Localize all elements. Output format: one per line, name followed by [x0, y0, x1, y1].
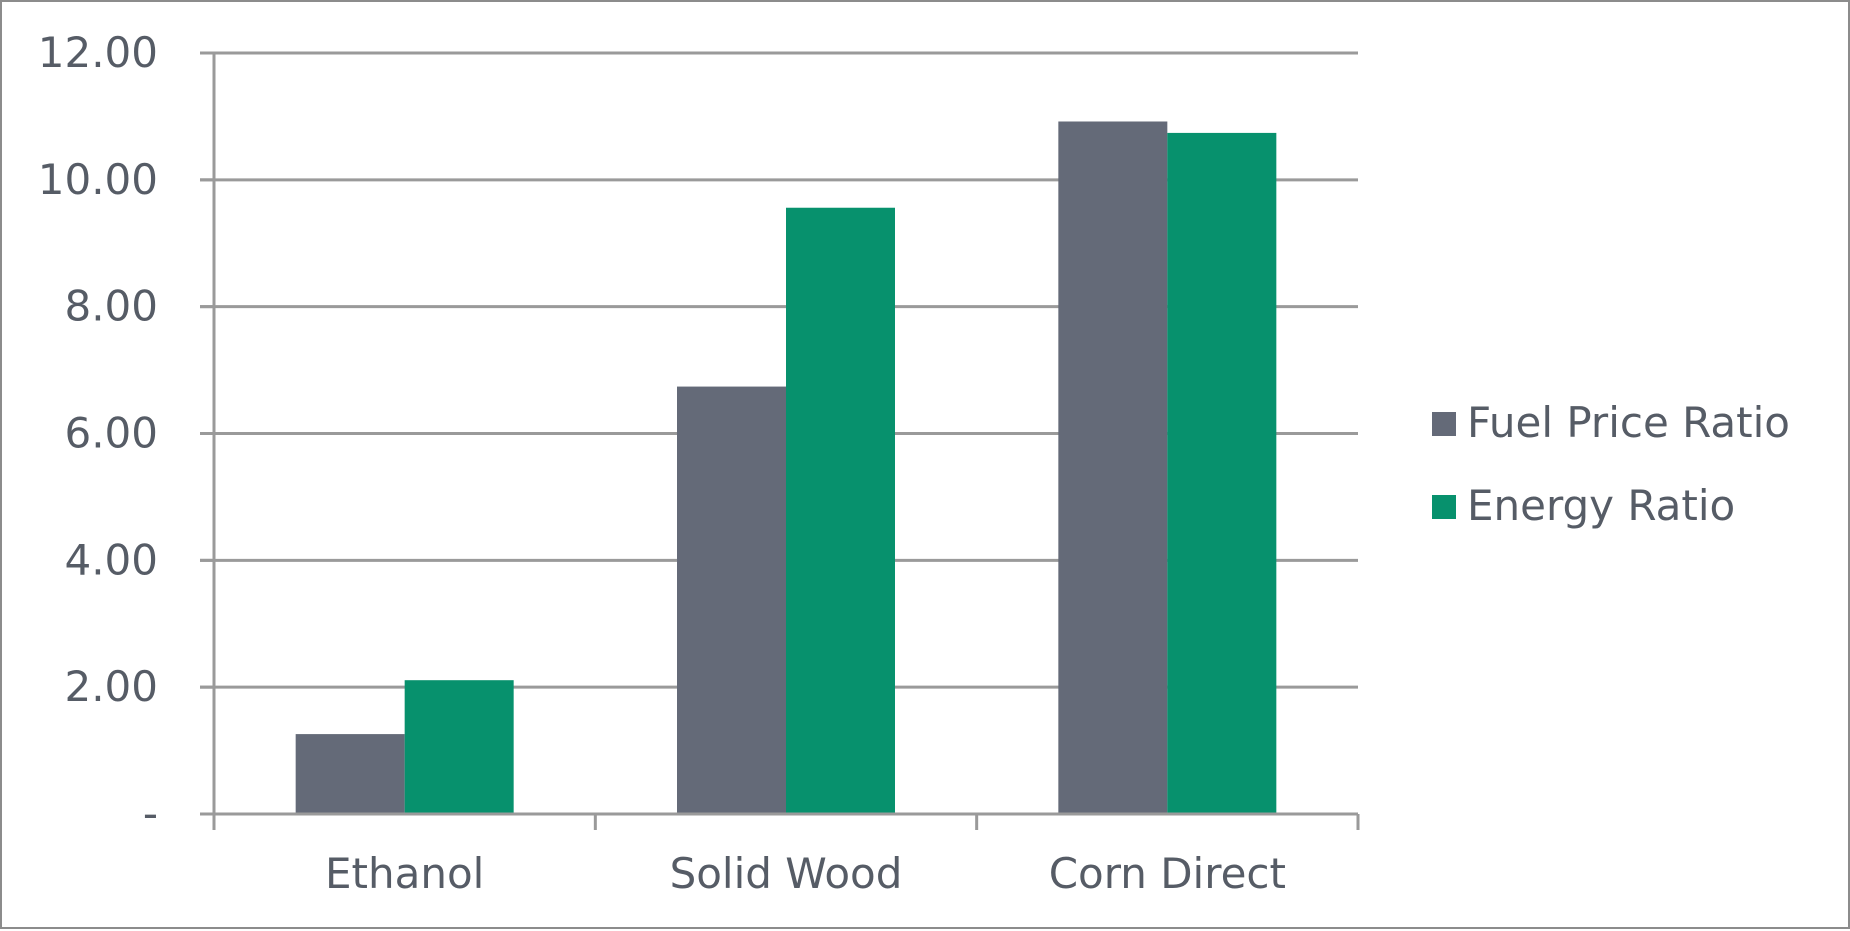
bar-fuel-price-ratio-corn-direct: [1058, 121, 1168, 815]
bars: [295, 121, 1277, 815]
legend-label: Energy Ratio: [1467, 481, 1735, 530]
bar-fuel-price-ratio-solid-wood: [677, 386, 786, 814]
bar-energy-ratio-ethanol: [404, 680, 514, 814]
legend-swatch: [1432, 495, 1456, 519]
y-tick-label: 10.00: [38, 155, 158, 204]
bar-energy-ratio-solid-wood: [786, 207, 895, 814]
y-tick-label: 6.00: [64, 409, 158, 458]
y-tick-label: 8.00: [64, 282, 158, 331]
y-tick-label: -: [143, 789, 158, 838]
y-tick-label: 4.00: [64, 535, 158, 584]
bar-fuel-price-ratio-ethanol: [295, 734, 405, 814]
x-category-label: Solid Wood: [670, 849, 903, 898]
legend-label: Fuel Price Ratio: [1467, 398, 1790, 447]
bar-energy-ratio-corn-direct: [1167, 132, 1277, 814]
x-category-label: Ethanol: [325, 849, 484, 898]
legend-swatch: [1432, 412, 1456, 436]
x-category-label: Corn Direct: [1049, 849, 1286, 898]
y-axis-tick-labels: - 2.00 4.00 6.00 8.00 10.00 12.00: [38, 28, 158, 838]
axes: [200, 51, 1360, 830]
y-tick-label: 2.00: [64, 662, 158, 711]
y-tick-label: 12.00: [38, 28, 158, 77]
x-axis-category-labels: Ethanol Solid Wood Corn Direct: [325, 849, 1286, 898]
legend: Fuel Price Ratio Energy Ratio: [1432, 398, 1790, 530]
